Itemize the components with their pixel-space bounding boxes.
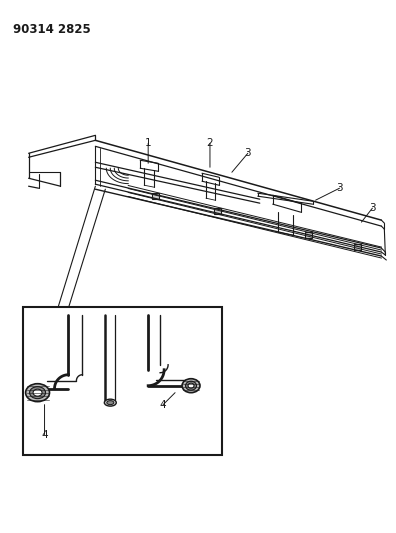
Text: 3: 3 bbox=[336, 183, 343, 193]
Text: 90314 2825: 90314 2825 bbox=[13, 22, 90, 36]
Text: 4: 4 bbox=[41, 430, 48, 440]
Text: 1: 1 bbox=[145, 139, 152, 148]
Ellipse shape bbox=[182, 379, 200, 393]
Bar bbox=[305, 232, 312, 238]
Text: 2: 2 bbox=[207, 139, 213, 148]
Bar bbox=[152, 193, 159, 199]
Ellipse shape bbox=[26, 384, 50, 402]
Ellipse shape bbox=[188, 383, 194, 388]
Bar bbox=[23, 307, 222, 455]
Text: 4: 4 bbox=[160, 400, 166, 410]
Ellipse shape bbox=[107, 401, 114, 405]
Text: 3: 3 bbox=[369, 203, 376, 213]
Ellipse shape bbox=[30, 386, 46, 399]
Text: 3: 3 bbox=[244, 148, 251, 158]
Ellipse shape bbox=[104, 399, 116, 406]
Bar bbox=[214, 208, 221, 214]
Ellipse shape bbox=[33, 389, 42, 396]
Bar bbox=[354, 244, 362, 250]
Ellipse shape bbox=[186, 381, 196, 390]
